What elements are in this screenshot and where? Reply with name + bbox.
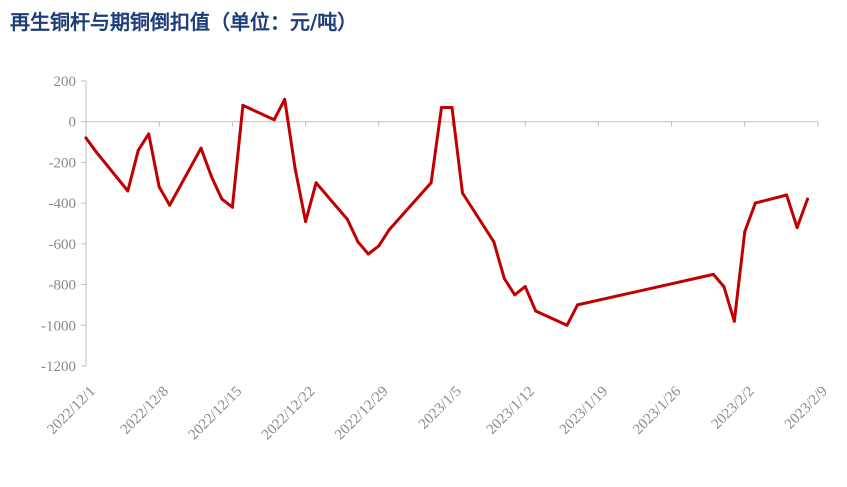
data-point — [513, 293, 517, 297]
data-point — [785, 193, 789, 197]
data-point — [387, 228, 391, 232]
data-point — [126, 189, 130, 193]
x-tick-label: 2023/1/19 — [557, 384, 611, 438]
data-point — [753, 201, 757, 205]
y-tick-label: -200 — [49, 155, 77, 171]
data-point — [732, 319, 736, 323]
data-point — [711, 272, 715, 276]
data-point — [199, 146, 203, 150]
data-point — [220, 197, 224, 201]
data-point — [293, 167, 297, 171]
data-point — [157, 185, 161, 189]
x-tick-label: 2022/12/15 — [186, 384, 246, 444]
data-point — [450, 105, 454, 109]
y-tick-label: -1000 — [41, 318, 76, 334]
y-tick-label: -600 — [49, 237, 77, 253]
data-point — [440, 105, 444, 109]
data-point — [492, 240, 496, 244]
data-point — [366, 252, 370, 256]
data-point — [345, 217, 349, 221]
data-point — [575, 303, 579, 307]
data-point — [377, 244, 381, 248]
data-point — [565, 323, 569, 327]
data-point — [168, 203, 172, 207]
data-point — [795, 226, 799, 230]
data-point — [304, 219, 308, 223]
chart-title: 再生铜杆与期铜倒扣值（单位：元/吨） — [10, 10, 358, 34]
data-point — [534, 309, 538, 313]
x-tick-label: 2023/1/5 — [416, 384, 465, 433]
data-point — [523, 285, 527, 289]
x-tick-label: 2022/12/1 — [44, 384, 98, 438]
y-tick-label: -1200 — [41, 359, 76, 375]
y-tick-label: -800 — [49, 278, 77, 294]
data-point — [209, 175, 213, 179]
y-tick-label: -400 — [49, 196, 77, 212]
data-point — [460, 191, 464, 195]
x-tick-label: 2023/2/2 — [709, 384, 758, 433]
data-point — [94, 150, 98, 154]
data-point — [241, 103, 245, 107]
data-point — [283, 97, 287, 101]
data-point — [272, 118, 276, 122]
y-tick-label: 0 — [69, 115, 77, 131]
x-tick-label: 2023/1/26 — [630, 383, 685, 438]
x-tick-label: 2023/2/9 — [782, 384, 831, 433]
data-point — [84, 136, 88, 140]
series-line — [84, 97, 809, 327]
data-point — [429, 181, 433, 185]
data-point — [502, 276, 506, 280]
data-point — [147, 132, 151, 136]
data-point — [743, 230, 747, 234]
x-tick-label: 2023/1/12 — [484, 384, 538, 438]
data-point — [722, 285, 726, 289]
data-point — [230, 205, 234, 209]
y-tick-group: 200 0 -200 -400 -600 -800 -1000 -1200 — [41, 74, 86, 375]
y-tick-label: 200 — [54, 74, 77, 90]
x-tick-label: 2022/12/8 — [118, 384, 172, 438]
data-point — [136, 148, 140, 152]
data-point — [806, 197, 810, 201]
data-point — [314, 181, 318, 185]
data-point — [356, 240, 360, 244]
x-tick-group: 2022/12/1 2022/12/8 2022/12/15 2022/12/22 20… — [44, 121, 831, 444]
x-tick-label: 2022/12/22 — [259, 384, 319, 444]
x-tick-label: 2022/12/29 — [332, 384, 392, 444]
